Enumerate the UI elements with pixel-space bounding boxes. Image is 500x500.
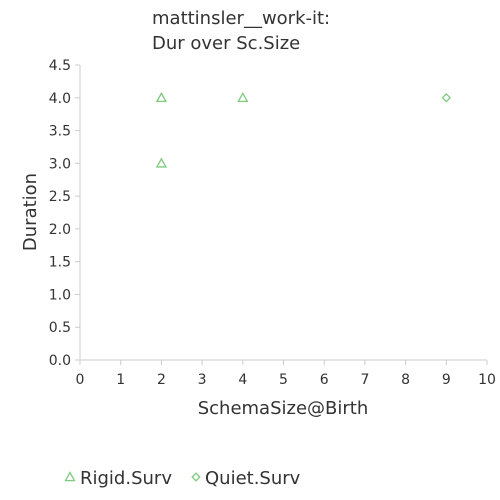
- legend-label: Rigid.Surv: [80, 468, 172, 489]
- data-point-diamond: [443, 94, 451, 102]
- y-tick-label: 1.5: [49, 255, 71, 271]
- legend-marker-diamond: [192, 473, 200, 481]
- x-tick-label: 1: [116, 372, 125, 388]
- x-tick-label: 9: [442, 372, 451, 388]
- data-points: [157, 93, 450, 167]
- chart-title-line-2: Dur over Sc.Size: [152, 33, 300, 54]
- x-tick-label: 10: [478, 372, 496, 388]
- y-tick-label: 4.5: [49, 58, 71, 74]
- x-tick-label: 2: [157, 372, 166, 388]
- x-axis-label: SchemaSize@Birth: [198, 398, 369, 419]
- x-tick-label: 5: [279, 372, 288, 388]
- x-tick-label: 3: [198, 372, 207, 388]
- y-axis-label: Duration: [20, 173, 41, 251]
- y-ticks: 0.0 0.5 1.0 1.5 2.0 2.5 3.0 3.5 4.0 4.5: [49, 58, 80, 369]
- x-tick-label: 0: [76, 372, 85, 388]
- data-point-triangle: [157, 159, 166, 167]
- y-tick-label: 1.0: [49, 287, 71, 303]
- x-tick-label: 6: [320, 372, 329, 388]
- y-tick-label: 2.5: [49, 189, 71, 205]
- chart-title-line-1: mattinsler__work-it:: [152, 8, 330, 29]
- legend-marker-triangle: [66, 473, 75, 481]
- y-tick-label: 0.0: [49, 353, 71, 369]
- legend: Rigid.Surv Quiet.Surv: [66, 468, 301, 489]
- x-tick-label: 7: [360, 372, 369, 388]
- x-tick-label: 8: [401, 372, 410, 388]
- x-ticks: 0 1 2 3 4 5 6 7 8 9 10: [76, 360, 496, 388]
- data-point-triangle: [157, 93, 166, 101]
- y-tick-label: 4.0: [49, 91, 71, 107]
- data-point-triangle: [238, 93, 247, 101]
- y-tick-label: 3.5: [49, 124, 71, 140]
- x-tick-label: 4: [238, 372, 247, 388]
- y-tick-label: 2.0: [49, 222, 71, 238]
- y-tick-label: 0.5: [49, 320, 71, 336]
- legend-label: Quiet.Surv: [205, 468, 301, 489]
- axes: [80, 65, 487, 360]
- y-tick-label: 3.0: [49, 156, 71, 172]
